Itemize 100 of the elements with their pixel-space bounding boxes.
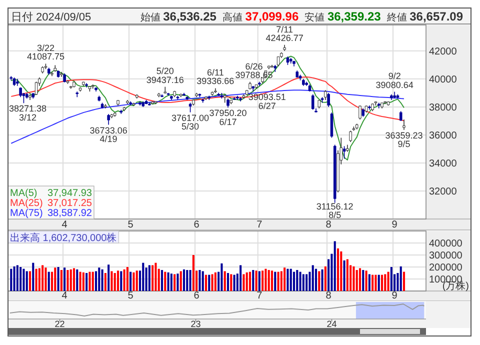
annotation: 9/2 39080.64 <box>376 71 414 90</box>
bar <box>92 272 94 291</box>
bar <box>57 267 60 291</box>
bar <box>340 251 342 291</box>
x-tick-label: 8 <box>326 290 332 302</box>
text: 始値 36,536.25 <box>140 10 217 24</box>
bar <box>132 272 135 291</box>
bar <box>378 274 380 291</box>
bar <box>258 271 260 291</box>
y-tick-label: 200000 <box>429 262 463 274</box>
y-tick-label: 34000 <box>429 158 458 170</box>
bar <box>130 272 132 291</box>
candlestick <box>120 109 123 114</box>
candlestick <box>214 88 217 94</box>
candlestick <box>327 92 330 108</box>
bar <box>280 271 282 291</box>
bar <box>66 270 69 291</box>
x-tick-label: 9 <box>392 290 398 302</box>
candlestick <box>226 98 230 108</box>
bar <box>296 270 298 291</box>
bar <box>72 268 76 291</box>
bar <box>189 270 192 291</box>
y-tick-label: 38000 <box>429 102 458 114</box>
bar <box>198 270 201 291</box>
bar <box>164 272 166 291</box>
x-tick-label: 22 <box>54 319 65 329</box>
bar <box>94 271 98 291</box>
bar <box>390 267 392 291</box>
bar <box>299 272 302 291</box>
bar <box>204 274 208 291</box>
bar <box>60 270 62 291</box>
bar <box>233 274 236 291</box>
bar <box>123 269 126 291</box>
bar <box>35 268 38 291</box>
bar <box>346 259 348 291</box>
bar <box>98 268 100 291</box>
bar <box>274 272 276 291</box>
y-tick-label: 32000 <box>429 186 458 198</box>
bar <box>290 268 292 291</box>
bar <box>214 272 216 291</box>
bar <box>174 274 176 291</box>
bar <box>142 262 144 291</box>
bar <box>302 274 304 291</box>
x-tick-label: 4 <box>62 220 68 230</box>
bar <box>101 269 104 291</box>
bar <box>324 266 326 291</box>
candlestick <box>63 72 66 83</box>
bar <box>64 268 66 291</box>
bar <box>13 266 16 291</box>
annotation: 5/20 39437.16 <box>146 66 184 85</box>
candlestick <box>236 95 239 100</box>
bar <box>284 268 286 291</box>
bar <box>384 274 386 291</box>
bar <box>116 270 120 291</box>
candlestick <box>399 110 402 122</box>
bar <box>321 269 324 291</box>
candlestick <box>346 144 349 152</box>
x-tick-label: 7 <box>256 220 263 230</box>
bar <box>211 274 214 291</box>
bar <box>292 272 296 291</box>
chart-title: 出来高 1,602,730,000株 <box>10 232 117 244</box>
x-tick-label: 9 <box>392 220 398 230</box>
x-tick-label: 24 <box>326 319 337 329</box>
bar <box>334 241 336 291</box>
bar <box>76 269 78 291</box>
bar <box>277 272 280 291</box>
bar <box>224 271 226 291</box>
bar <box>152 265 154 291</box>
bar <box>356 270 358 291</box>
bar <box>270 270 274 291</box>
bar <box>230 274 232 291</box>
bar <box>22 268 25 291</box>
annotation: 36359.23 9/5 <box>385 130 423 150</box>
annotation: 39093.51 6/27 <box>248 92 286 111</box>
text: 安値 36,359.23 <box>304 10 382 24</box>
x-tick-label: 6 <box>194 220 200 230</box>
candlestick <box>258 81 261 86</box>
bar <box>365 270 368 291</box>
bar <box>306 274 308 291</box>
bar <box>248 272 252 291</box>
y-tick-label: 40000 <box>429 74 458 86</box>
annotation: 7/11 42426.77 <box>266 24 304 44</box>
bar <box>372 274 374 291</box>
y-tick-label: 42000 <box>429 46 458 58</box>
bar <box>314 268 318 291</box>
bar <box>286 268 289 291</box>
bar <box>44 268 47 291</box>
bar <box>126 267 128 291</box>
text: 終値 36,657.09 <box>386 10 464 24</box>
bar <box>154 262 157 291</box>
bar <box>38 268 40 291</box>
candlestick <box>311 94 314 110</box>
annotation: 38,587.92 <box>48 208 92 219</box>
candlestick <box>34 81 38 96</box>
candlestick <box>324 90 327 100</box>
bar <box>120 271 122 291</box>
candlestick <box>276 56 280 67</box>
bar <box>255 270 258 291</box>
annotation: 37617.00 5/30 <box>172 112 210 132</box>
bar <box>362 270 364 291</box>
